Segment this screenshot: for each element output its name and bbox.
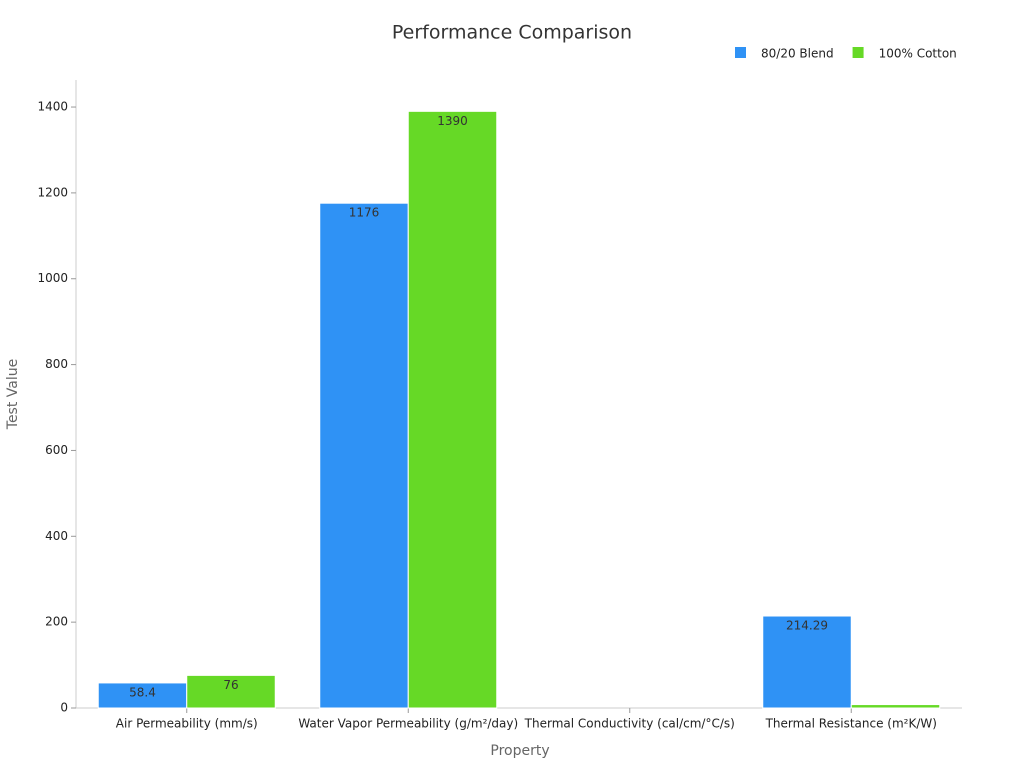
- data-label: 1176: [349, 206, 380, 220]
- x-tick-label: Air Permeability (mm/s): [116, 717, 258, 731]
- data-label: 58.4: [129, 685, 156, 699]
- legend-label: 100% Cotton: [879, 47, 957, 61]
- y-tick-label: 1400: [37, 100, 68, 114]
- legend-label: 80/20 Blend: [761, 47, 834, 61]
- x-axis-label: Property: [490, 743, 549, 759]
- x-tick-label: Thermal Resistance (m²K/W): [765, 717, 937, 731]
- bar: [97, 682, 188, 709]
- x-tick-label: Thermal Conductivity (cal/cm/°C/s): [524, 717, 735, 731]
- data-label: 214.29: [786, 619, 828, 633]
- bar: [850, 704, 941, 709]
- chart-title: Performance Comparison: [392, 22, 632, 44]
- bar: [407, 110, 498, 709]
- y-tick-label: 200: [45, 615, 68, 629]
- y-tick-label: 1000: [37, 271, 68, 285]
- bar: [319, 202, 409, 709]
- y-axis-label: Test Value: [5, 359, 21, 430]
- y-tick-label: 800: [45, 357, 68, 371]
- legend-swatch: [735, 47, 746, 58]
- bar: [762, 615, 852, 709]
- legend-swatch: [852, 47, 864, 58]
- y-tick-label: 600: [45, 443, 68, 457]
- data-label: 76: [223, 678, 238, 692]
- bar: [186, 674, 276, 709]
- y-tick-label: 0: [60, 701, 68, 715]
- data-label: 1390: [437, 114, 468, 128]
- y-tick-label: 400: [45, 529, 68, 543]
- x-tick-label: Water Vapor Permeability (g/m²/day): [298, 717, 518, 731]
- y-tick-label: 1200: [37, 185, 68, 199]
